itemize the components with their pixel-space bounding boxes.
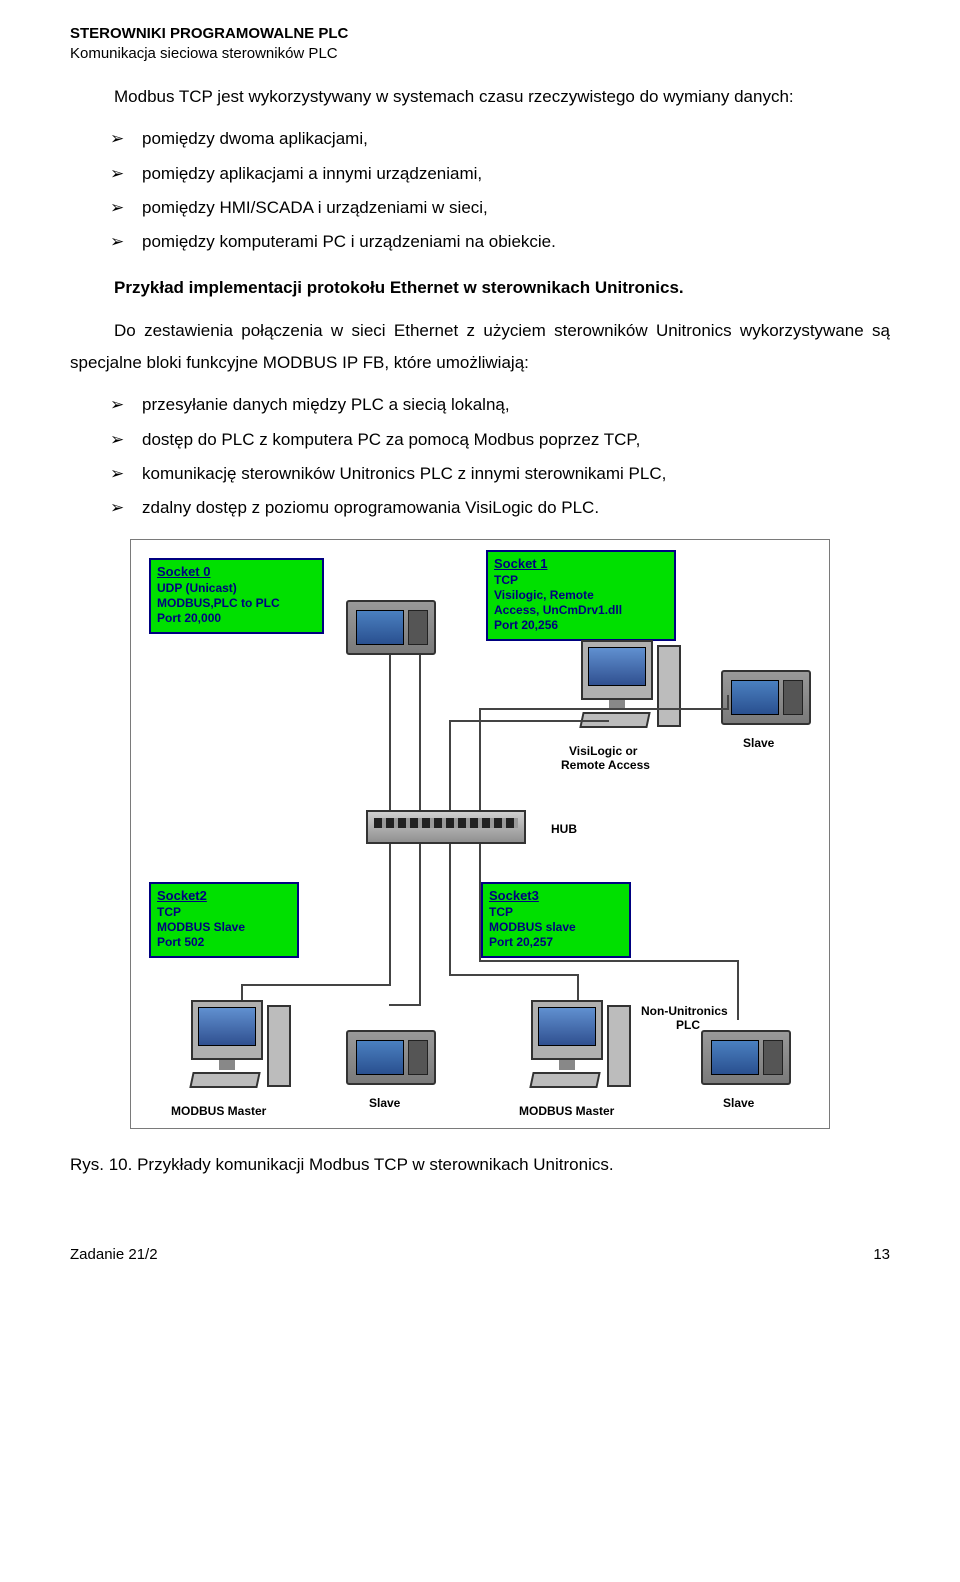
socket3-l2: MODBUS slave [489, 920, 623, 935]
pc-monitor-icon [581, 640, 653, 700]
list-item: pomiędzy dwoma aplikacjami, [142, 123, 890, 155]
socket1-l1: TCP [494, 573, 668, 588]
wire [737, 960, 739, 1020]
socket1-box: Socket 1 TCP Visilogic, Remote Access, U… [486, 550, 676, 641]
intro-list: pomiędzy dwoma aplikacjami, pomiędzy apl… [70, 123, 890, 258]
page-header: STEROWNIKI PROGRAMOWALNE PLC Komunikacja… [70, 24, 890, 63]
para-fb: Do zestawienia połączenia w sieci Ethern… [70, 315, 890, 380]
pc-tower-icon [657, 645, 681, 727]
socket2-title: Socket2 [157, 888, 291, 904]
header-title: STEROWNIKI PROGRAMOWALNE PLC [70, 24, 890, 44]
pc-keyboard-icon [189, 1072, 260, 1088]
wire [389, 655, 391, 810]
hub-device [366, 810, 526, 844]
socket3-l1: TCP [489, 905, 623, 920]
label-master-bl: MODBUS Master [171, 1100, 266, 1123]
wire [479, 708, 481, 810]
label-slave-bl: Slave [369, 1092, 400, 1115]
pc-non-unitronics [531, 1000, 631, 1095]
list-item: pomiędzy HMI/SCADA i urządzeniami w siec… [142, 192, 890, 224]
wire [389, 1004, 421, 1006]
socket3-title: Socket3 [489, 888, 623, 904]
section-heading: Przykład implementacji protokołu Etherne… [114, 272, 890, 304]
footer-right: 13 [873, 1241, 890, 1270]
socket3-box: Socket3 TCP MODBUS slave Port 20,257 [481, 882, 631, 958]
wire [727, 695, 729, 710]
list-item: pomiędzy aplikacjami a innymi urządzenia… [142, 158, 890, 190]
page-footer: Zadanie 21/2 13 [70, 1241, 890, 1270]
label-hub: HUB [551, 818, 577, 841]
socket2-l3: Port 502 [157, 935, 291, 950]
pc-tower-icon [607, 1005, 631, 1087]
socket0-l3: Port 20,000 [157, 611, 316, 626]
socket1-l2: Visilogic, Remote [494, 588, 668, 603]
wire [419, 844, 421, 1004]
wire [419, 655, 421, 810]
wire [449, 974, 579, 976]
socket1-l4: Port 20,256 [494, 618, 668, 633]
socket1-l3: Access, UnCmDrv1.dll [494, 603, 668, 618]
socket2-l1: TCP [157, 905, 291, 920]
list-item: komunikację sterowników Unitronics PLC z… [142, 458, 890, 490]
pc-monitor-icon [191, 1000, 263, 1060]
label-master-bc: MODBUS Master [519, 1100, 614, 1123]
wire [449, 844, 451, 974]
socket3-l3: Port 20,257 [489, 935, 623, 950]
figure-caption: Rys. 10. Przykłady komunikacji Modbus TC… [70, 1149, 890, 1181]
pc-stand-icon [219, 1060, 235, 1070]
plc-bottom-left [346, 1030, 436, 1085]
network-diagram: Socket 0 UDP (Unicast) MODBUS,PLC to PLC… [130, 539, 830, 1129]
wire [389, 844, 391, 984]
list-item: pomiędzy komputerami PC i urządzeniami n… [142, 226, 890, 258]
header-subtitle: Komunikacja sieciowa sterowników PLC [70, 44, 890, 64]
footer-left: Zadanie 21/2 [70, 1241, 158, 1270]
pc-tower-icon [267, 1005, 291, 1087]
wire [449, 720, 451, 810]
label-nonuni2: PLC [676, 1014, 700, 1037]
socket2-l2: MODBUS Slave [157, 920, 291, 935]
socket0-l1: UDP (Unicast) [157, 581, 316, 596]
fb-list: przesyłanie danych między PLC a siecią l… [70, 389, 890, 524]
socket0-l2: MODBUS,PLC to PLC [157, 596, 316, 611]
list-item: zdalny dostęp z poziomu oprogramowania V… [142, 492, 890, 524]
pc-stand-icon [559, 1060, 575, 1070]
pc-modbus-master-left [191, 1000, 291, 1095]
socket0-title: Socket 0 [157, 564, 316, 580]
pc-monitor-icon [531, 1000, 603, 1060]
label-remote: Remote Access [561, 754, 650, 777]
plc-top-left [346, 600, 436, 655]
socket1-title: Socket 1 [494, 556, 668, 572]
socket0-box: Socket 0 UDP (Unicast) MODBUS,PLC to PLC… [149, 558, 324, 634]
socket2-box: Socket2 TCP MODBUS Slave Port 502 [149, 882, 299, 958]
wire [241, 984, 391, 986]
intro-lead: Modbus TCP jest wykorzystywany w systema… [70, 81, 890, 113]
list-item: dostęp do PLC z komputera PC za pomocą M… [142, 424, 890, 456]
label-slave-tr: Slave [743, 732, 774, 755]
pc-keyboard-icon [529, 1072, 600, 1088]
wire [479, 960, 739, 962]
wire [479, 708, 729, 710]
plc-bottom-right [701, 1030, 791, 1085]
label-slave-br: Slave [723, 1092, 754, 1115]
plc-top-right [721, 670, 811, 725]
list-item: przesyłanie danych między PLC a siecią l… [142, 389, 890, 421]
wire [449, 720, 609, 722]
